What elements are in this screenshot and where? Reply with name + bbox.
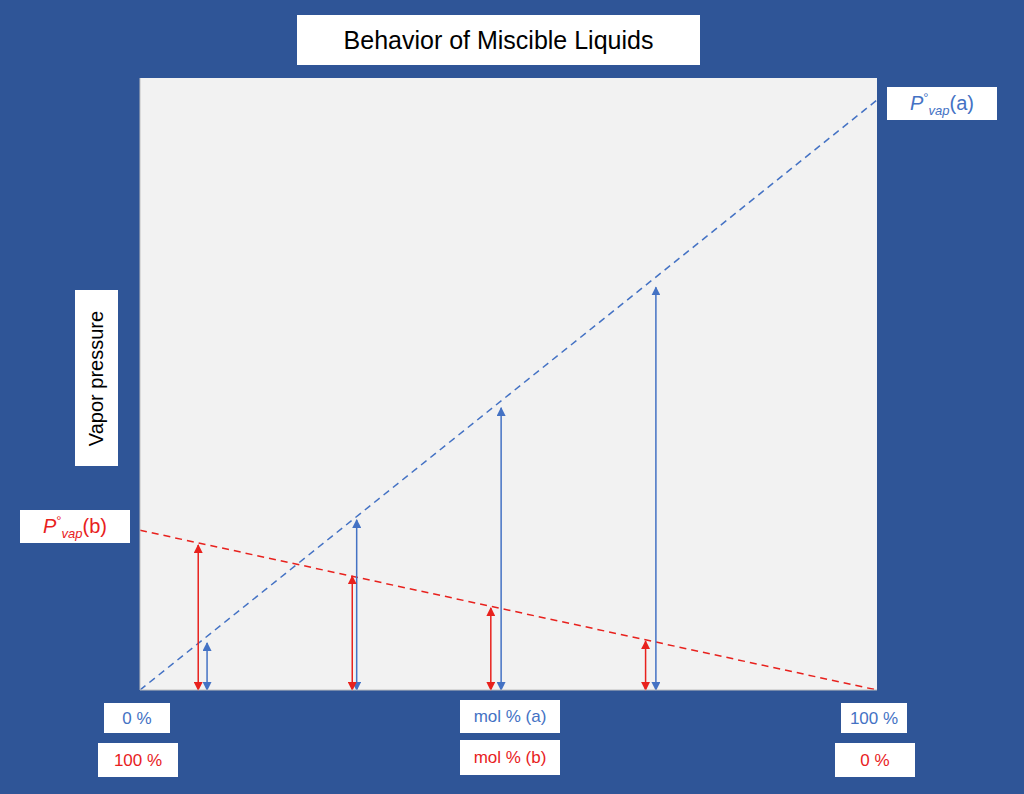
svg-text:0 %: 0 % bbox=[860, 751, 889, 770]
svg-text:100 %: 100 % bbox=[850, 709, 898, 728]
html-text:Vapor pressure: Vapor pressure bbox=[85, 310, 107, 446]
html-text:P°: P° bbox=[910, 89, 929, 114]
html-text:mol % (b): mol % (b) bbox=[473, 747, 547, 767]
html-text:vap(b): vap(b) bbox=[61, 514, 107, 541]
svg-text:100 %: 100 % bbox=[114, 751, 162, 770]
html-text:Behavior of Miscible Liquids: Behavior of Miscible Liquids bbox=[343, 25, 654, 54]
svg-text:0 %: 0 % bbox=[122, 709, 151, 728]
html-text:vap(a): vap(a) bbox=[928, 91, 974, 118]
html-text:mol % (a): mol % (a) bbox=[473, 706, 547, 726]
html-text:P°: P° bbox=[43, 512, 62, 537]
